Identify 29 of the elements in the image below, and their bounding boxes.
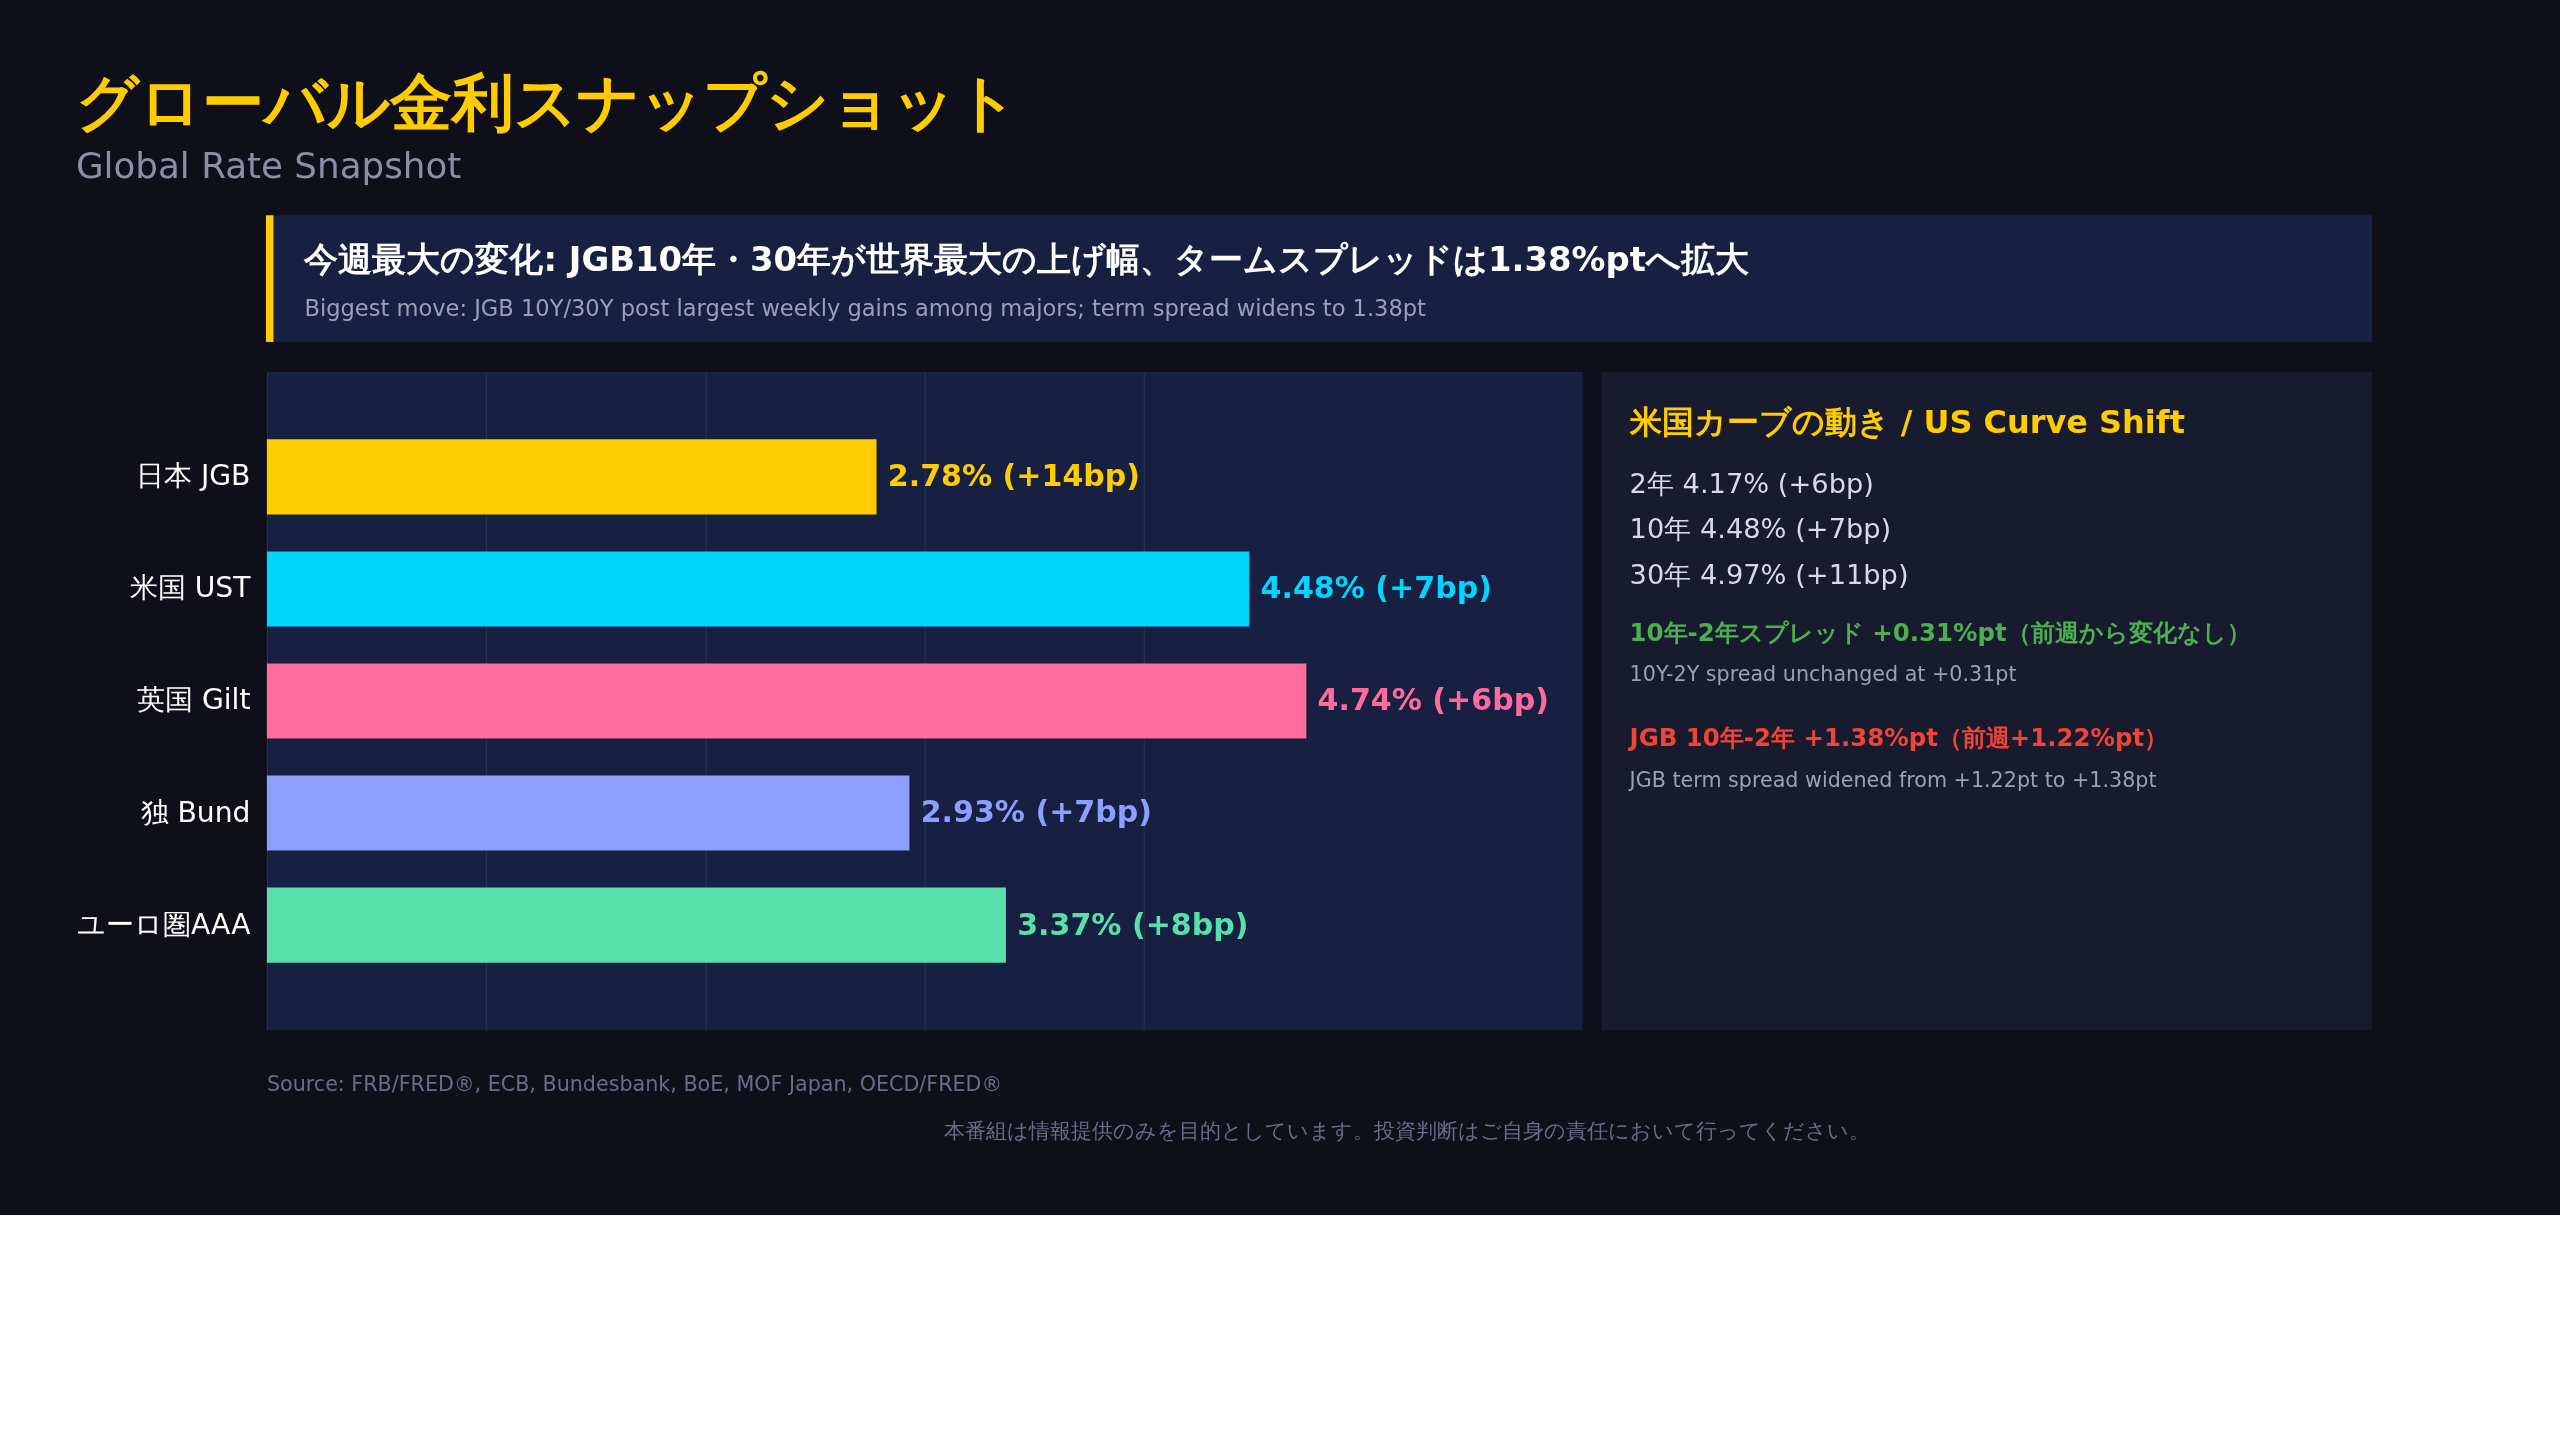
bar bbox=[266, 887, 1006, 963]
y-tick-label: 米国 UST bbox=[129, 571, 252, 605]
text: 30年 4.97% (+11bp) bbox=[1629, 558, 1909, 590]
bar bbox=[266, 663, 1307, 739]
text: 本番組は情報提供のみを目的としています。投資判断はご自身の責任において行ってください。 bbox=[943, 1119, 1870, 1144]
text: 2年 4.17% (+6bp) bbox=[1629, 468, 1874, 500]
y-tick-label: ユーロ圏AAA bbox=[77, 907, 252, 941]
bar bbox=[266, 775, 910, 851]
text: 10年-2年スプレッド +0.31%pt（前週から変化なし） bbox=[1629, 617, 2251, 647]
y-tick-label: 独 Bund bbox=[140, 795, 251, 829]
text: JGB 10年-2年 +1.38%pt（前週+1.22%pt） bbox=[1627, 723, 2169, 753]
text: 10Y-2Y spread unchanged at +0.31pt bbox=[1629, 662, 2017, 687]
text: Biggest move: JGB 10Y/30Y post largest weekly gains among majors; term spread widens to 1.38pt bbox=[304, 294, 1427, 321]
source-note: Source: FRB/FRED®, ECB, Bundesbank, BoE, MOF Japan, OECD/FRED® bbox=[266, 1072, 1003, 1097]
text: 10年 4.48% (+7bp) bbox=[1629, 513, 1892, 545]
data-label: 2.78% (+14bp) bbox=[887, 458, 1141, 494]
y-tick-label: 英国 Gilt bbox=[136, 683, 251, 717]
text: JGB term spread widened from +1.22pt to +1.38pt bbox=[1627, 767, 2157, 792]
chart-subtitle: Global Rate Snapshot bbox=[75, 145, 462, 187]
data-label: 2.93% (+7bp) bbox=[920, 794, 1153, 830]
y-tick-label: 日本 JGB bbox=[135, 459, 251, 493]
data-label: 3.37% (+8bp) bbox=[1017, 906, 1249, 942]
data-label: 4.74% (+6bp) bbox=[1317, 682, 1549, 718]
bar bbox=[266, 551, 1250, 627]
text: 今週最大の変化: JGB10年・30年が世界最大の上げ幅、タームスプレッドは1.38%ptへ拡大 bbox=[303, 239, 1749, 279]
data-label: 4.48% (+7bp) bbox=[1260, 570, 1492, 606]
chart-title: グローバル金利スナップショット bbox=[75, 65, 1018, 139]
text: 米国カーブの動き / US Curve Shift bbox=[1628, 403, 2185, 442]
bar bbox=[266, 439, 877, 515]
